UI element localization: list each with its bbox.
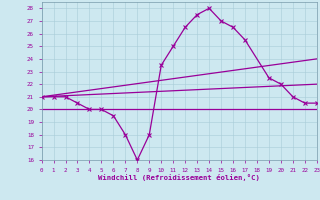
X-axis label: Windchill (Refroidissement éolien,°C): Windchill (Refroidissement éolien,°C) [98, 174, 260, 181]
